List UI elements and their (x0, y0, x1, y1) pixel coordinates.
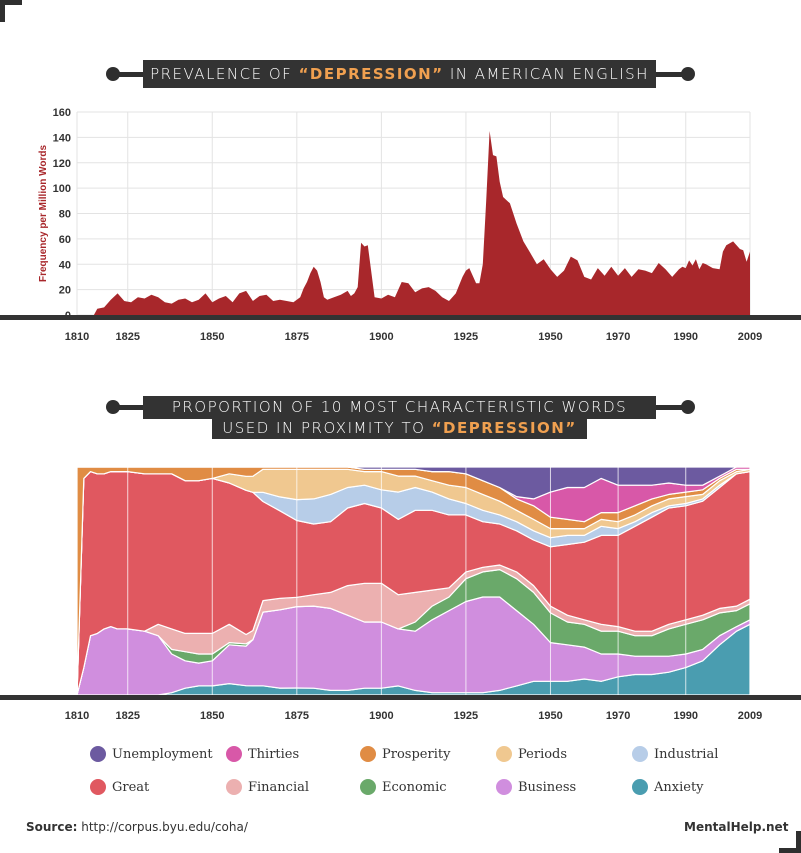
legend-label: Industrial (654, 746, 719, 762)
x-tick-label: 1900 (369, 331, 393, 340)
title-dot-right (681, 400, 695, 414)
legend-label: Thirties (248, 746, 300, 762)
x-tick-label: 2009 (738, 331, 762, 340)
y-tick-label: 100 (53, 183, 71, 195)
x-tick-label: 1970 (606, 710, 630, 722)
x-tick-label: 1850 (200, 331, 224, 340)
brand-name: MentalHelp.net (684, 820, 789, 834)
legend-swatch (632, 746, 648, 762)
x-tick-label: 1925 (454, 331, 478, 340)
top-chart-title: PREVALENCE OF “DEPRESSION” IN AMERICAN E… (143, 60, 656, 88)
source-note: Source: http://corpus.byu.edu/coha/ (26, 820, 248, 834)
legend-label: Unemployment (112, 746, 213, 762)
x-tick-label: 1925 (454, 710, 478, 722)
corner-decoration (0, 0, 5, 22)
depression-frequency-area (77, 131, 750, 315)
legend-item-thirties: Thirties (226, 746, 299, 762)
y-tick-label: 120 (53, 158, 71, 170)
top-title-highlight: “DEPRESSION” (298, 65, 444, 83)
y-tick-label: 40 (59, 259, 71, 271)
stacked-area-chart: 1810 1825 1850 1875 1900 1925 1950 1970 1990 2009 (0, 466, 801, 722)
x-tick-label: 1825 (115, 710, 139, 722)
title-dot-right (681, 67, 695, 81)
corner-decoration (779, 848, 801, 853)
legend-label: Business (518, 779, 577, 795)
legend-item-great: Great (90, 779, 149, 795)
source-label: Source: (26, 820, 78, 834)
y-tick-label: 60 (59, 234, 71, 246)
legend-label: Periods (518, 746, 568, 762)
bottom-title-highlight: “DEPRESSION” (431, 419, 577, 437)
bottom-chart-title-bar: PROPORTION OF 10 MOST CHARACTERISTIC WOR… (0, 396, 801, 440)
legend-swatch (226, 746, 242, 762)
chart-legend: Unemployment Thirties Prosperity Periods Ind… (0, 738, 801, 808)
x-tick-label: 2009 (738, 710, 762, 722)
legend-label: Prosperity (382, 746, 451, 762)
legend-swatch (496, 746, 512, 762)
x-tick-label: 1950 (538, 710, 562, 722)
legend-swatch (90, 746, 106, 762)
x-tick-label: 1875 (285, 331, 309, 340)
legend-swatch (226, 779, 242, 795)
x-tick-label: 1850 (200, 710, 224, 722)
legend-swatch (632, 779, 648, 795)
top-title-post: IN AMERICAN ENGLISH (443, 65, 649, 83)
legend-swatch (496, 779, 512, 795)
legend-swatch (360, 779, 376, 795)
y-axis-label: Frequency per Million Words (38, 145, 49, 282)
y-tick-label: 160 (53, 107, 71, 119)
bottom-title-line2-pre: USED IN PROXIMITY TO (222, 419, 432, 437)
x-tick-label: 1990 (674, 710, 698, 722)
legend-label: Anxiety (654, 779, 704, 795)
legend-label: Great (112, 779, 150, 795)
legend-swatch (360, 746, 376, 762)
title-dot-left (106, 67, 120, 81)
bottom-chart-title-line2: USED IN PROXIMITY TO “DEPRESSION” (212, 417, 587, 439)
x-tick-label: 1810 (65, 710, 89, 722)
x-axis-bar (0, 695, 801, 700)
legend-swatch (90, 779, 106, 795)
x-tick-label: 1990 (674, 331, 698, 340)
y-tick-label: 80 (59, 209, 71, 221)
legend-item-unemployment: Unemployment (90, 746, 213, 762)
top-title-pre: PREVALENCE OF (150, 65, 299, 83)
x-axis-bar (0, 315, 801, 320)
legend-item-prosperity: Prosperity (360, 746, 450, 762)
legend-item-economic: Economic (360, 779, 447, 795)
source-url[interactable]: http://corpus.byu.edu/coha/ (81, 820, 248, 834)
top-chart-title-bar: PREVALENCE OF “DEPRESSION” IN AMERICAN E… (0, 60, 801, 88)
legend-item-financial: Financial (226, 779, 309, 795)
title-dot-left (106, 400, 120, 414)
legend-item-periods: Periods (496, 746, 567, 762)
corner-decoration (0, 0, 22, 5)
corner-decoration (796, 831, 801, 853)
x-tick-label: 1950 (538, 331, 562, 340)
x-tick-label: 1810 (65, 331, 89, 340)
bottom-title-line1: PROPORTION OF 10 MOST CHARACTERISTIC WOR… (171, 398, 628, 416)
legend-item-industrial: Industrial (632, 746, 718, 762)
top-area-chart: 0204060801001201401601810182518501875190… (0, 107, 801, 340)
legend-item-business: Business (496, 779, 576, 795)
y-tick-label: 140 (53, 132, 71, 144)
x-tick-label: 1875 (285, 710, 309, 722)
legend-label: Financial (248, 779, 310, 795)
bottom-chart-title-line1: PROPORTION OF 10 MOST CHARACTERISTIC WOR… (143, 396, 656, 419)
x-tick-label: 1825 (115, 331, 139, 340)
x-tick-label: 1970 (606, 331, 630, 340)
x-tick-label: 1900 (369, 710, 393, 722)
legend-label: Economic (382, 779, 447, 795)
legend-item-anxiety: Anxiety (632, 779, 704, 795)
y-tick-label: 20 (59, 285, 71, 297)
